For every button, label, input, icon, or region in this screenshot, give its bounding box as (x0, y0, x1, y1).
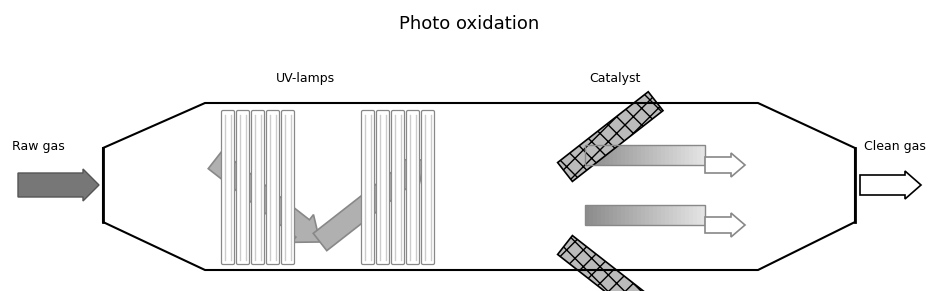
FancyArrow shape (705, 153, 745, 177)
Bar (625, 205, 629, 225)
Bar (653, 205, 657, 225)
Bar (681, 145, 685, 165)
Bar (593, 205, 597, 225)
Bar (637, 205, 641, 225)
Bar (697, 205, 701, 225)
Bar (609, 205, 613, 225)
FancyBboxPatch shape (392, 111, 405, 265)
Bar (649, 145, 654, 165)
Bar (673, 205, 678, 225)
Bar (641, 205, 645, 225)
Bar (645, 205, 650, 225)
FancyArrow shape (208, 151, 320, 242)
Bar (613, 205, 618, 225)
Bar (613, 145, 618, 165)
Bar (609, 145, 613, 165)
Polygon shape (558, 92, 663, 182)
Bar (585, 145, 705, 165)
Bar (665, 205, 670, 225)
Bar (601, 145, 606, 165)
Bar (633, 145, 638, 165)
Bar (593, 145, 597, 165)
Bar (697, 145, 701, 165)
FancyBboxPatch shape (282, 111, 295, 265)
Bar (645, 145, 650, 165)
Bar (605, 205, 609, 225)
Bar (649, 205, 654, 225)
FancyArrow shape (314, 160, 425, 251)
Bar (633, 205, 638, 225)
FancyBboxPatch shape (377, 111, 390, 265)
FancyBboxPatch shape (267, 111, 280, 265)
Bar (637, 145, 641, 165)
Text: Catalyst: Catalyst (590, 72, 640, 85)
Bar (673, 145, 678, 165)
Bar (665, 145, 670, 165)
Bar (621, 205, 625, 225)
Bar (681, 205, 685, 225)
Bar (589, 145, 593, 165)
FancyArrow shape (860, 171, 921, 199)
FancyArrow shape (18, 169, 99, 201)
Bar (617, 205, 622, 225)
Bar (693, 205, 698, 225)
Bar (641, 145, 645, 165)
Bar (617, 145, 622, 165)
Bar (589, 205, 593, 225)
Bar (629, 205, 634, 225)
Bar (685, 145, 689, 165)
Text: Photo oxidation: Photo oxidation (399, 15, 540, 33)
Bar (701, 145, 705, 165)
Bar (657, 205, 661, 225)
Bar (585, 145, 590, 165)
Text: Clean gas: Clean gas (864, 140, 926, 153)
FancyArrow shape (705, 213, 745, 237)
Bar (669, 145, 673, 165)
FancyBboxPatch shape (252, 111, 265, 265)
Bar (605, 145, 609, 165)
Bar (585, 205, 590, 225)
FancyBboxPatch shape (362, 111, 375, 265)
Bar (585, 205, 705, 225)
Bar (625, 145, 629, 165)
Bar (657, 145, 661, 165)
Polygon shape (558, 235, 663, 291)
Bar (689, 205, 694, 225)
Bar (701, 205, 705, 225)
Bar (661, 205, 666, 225)
Text: Raw gas: Raw gas (11, 140, 65, 153)
Bar (653, 145, 657, 165)
Bar (601, 205, 606, 225)
Text: UV-lamps: UV-lamps (275, 72, 334, 85)
Bar (661, 145, 666, 165)
Bar (693, 145, 698, 165)
FancyBboxPatch shape (407, 111, 420, 265)
Bar (669, 205, 673, 225)
Bar (629, 145, 634, 165)
Bar (677, 205, 682, 225)
Bar (597, 205, 602, 225)
Bar (621, 145, 625, 165)
Bar (685, 205, 689, 225)
FancyBboxPatch shape (422, 111, 435, 265)
FancyBboxPatch shape (237, 111, 250, 265)
Bar (689, 145, 694, 165)
Bar (677, 145, 682, 165)
Bar (597, 145, 602, 165)
FancyBboxPatch shape (222, 111, 235, 265)
